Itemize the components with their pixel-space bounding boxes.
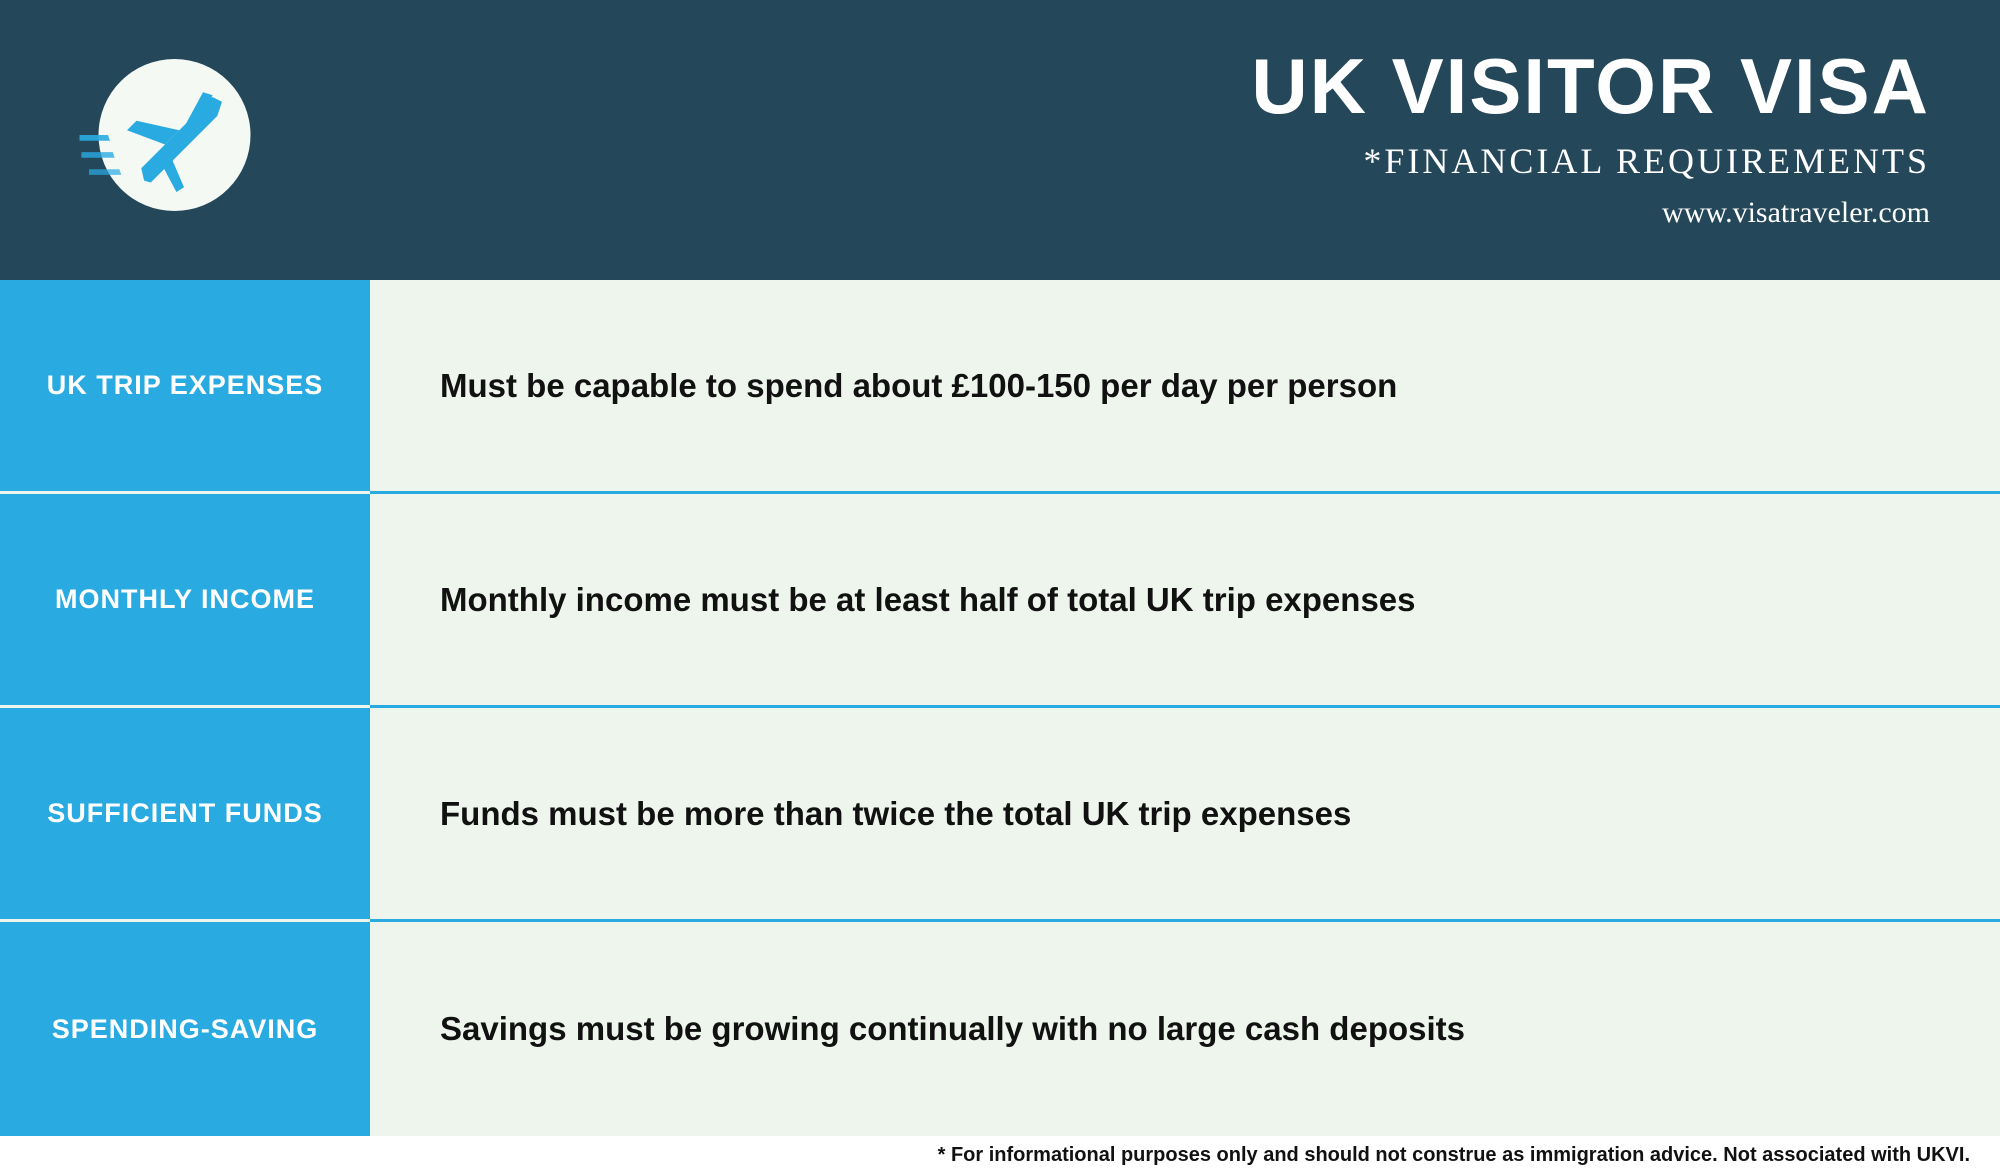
row-label: UK TRIP EXPENSES [0, 280, 370, 494]
disclaimer-text: * For informational purposes only and sh… [0, 1136, 2000, 1175]
header: UK VISITOR VISA *FINANCIAL REQUIREMENTS … [0, 0, 2000, 280]
requirement-row: SUFFICIENT FUNDS Funds must be more than… [0, 708, 2000, 922]
infographic-container: UK VISITOR VISA *FINANCIAL REQUIREMENTS … [0, 0, 2000, 1175]
row-content: Funds must be more than twice the total … [370, 708, 2000, 922]
requirements-rows: UK TRIP EXPENSES Must be capable to spen… [0, 280, 2000, 1136]
header-subtitle: *FINANCIAL REQUIREMENTS [1251, 140, 1930, 182]
row-content: Savings must be growing continually with… [370, 922, 2000, 1136]
requirement-row: SPENDING-SAVING Savings must be growing … [0, 922, 2000, 1136]
header-title: UK VISITOR VISA [1251, 41, 1930, 132]
requirement-row: UK TRIP EXPENSES Must be capable to spen… [0, 280, 2000, 494]
header-url: www.visatraveler.com [1251, 196, 1930, 230]
row-content: Monthly income must be at least half of … [370, 494, 2000, 708]
header-text-block: UK VISITOR VISA *FINANCIAL REQUIREMENTS … [1251, 41, 1930, 230]
logo [70, 40, 260, 230]
row-content: Must be capable to spend about £100-150 … [370, 280, 2000, 494]
plane-logo-icon [70, 40, 260, 230]
requirement-row: MONTHLY INCOME Monthly income must be at… [0, 494, 2000, 708]
row-label: SUFFICIENT FUNDS [0, 708, 370, 922]
row-label: SPENDING-SAVING [0, 922, 370, 1136]
row-label: MONTHLY INCOME [0, 494, 370, 708]
